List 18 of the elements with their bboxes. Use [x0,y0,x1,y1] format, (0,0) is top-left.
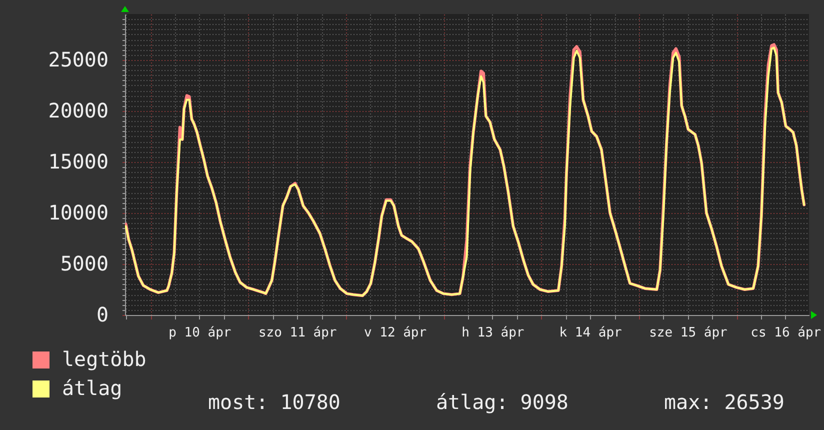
y-tick-label: 25000 [48,47,108,72]
y-tick-label: 10000 [48,200,108,224]
x-tick-label: k 14 ápr [559,326,622,340]
y-tick-label: 15000 [48,149,108,174]
y-tick-label: 0 [96,302,108,326]
text: most: 10780 [208,390,340,414]
text: átlag: 9098 [436,390,568,414]
y-tick-label: 20000 [48,98,108,122]
x-tick-label: szo 11 ápr [258,326,337,340]
x-tick-label: cs 16 ápr [750,326,822,340]
x-tick-label: p 10 ápr [168,326,232,340]
y-tick-label: 5000 [60,251,108,276]
legend-label: átlag [62,376,122,400]
legend-label: legtöbb [62,347,146,371]
text: max: 26539 [664,390,784,414]
x-tick-label: h 13 ápr [462,326,524,340]
x-tick-label: v 12 ápr [364,326,427,340]
x-tick-label: sze 15 ápr [649,326,728,340]
